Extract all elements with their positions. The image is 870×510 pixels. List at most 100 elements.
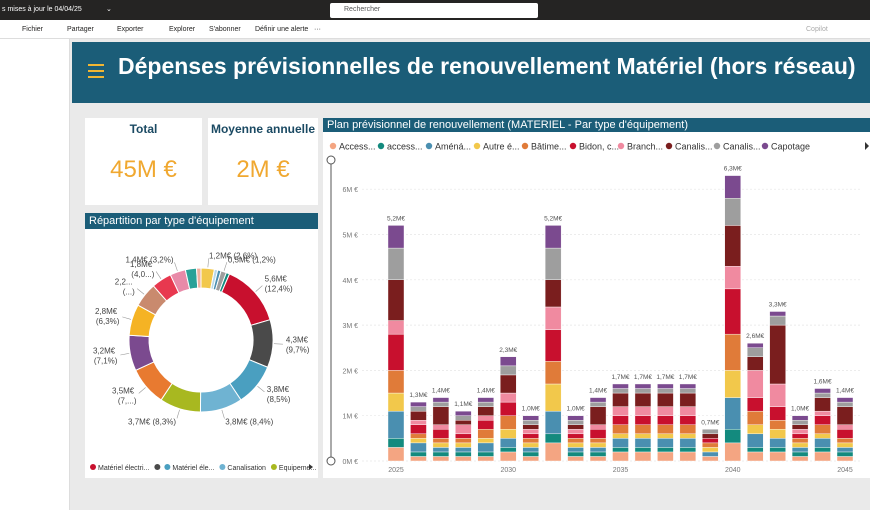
slider-handle [326,155,336,165]
bar-segment [702,451,719,457]
bar-segment [769,447,786,453]
bar-segment [432,442,450,448]
donut-slice [195,267,202,289]
bar-segment [791,429,809,435]
total-label: 2,6M€ [746,333,764,340]
leader-line [122,316,132,320]
legend-label: Bâtime... [531,142,567,152]
slice-label: 1,8M€ (4,0...) [130,260,155,279]
search-box[interactable]: Rechercher [330,3,538,18]
chevron[interactable]: ⌄ [106,6,112,13]
slice-label: 5,6M€ (12,4%) [265,275,293,294]
slice-label: 3,7M€ (8,3%) [128,417,176,426]
bar-segment [724,370,741,398]
bar-segment [612,438,629,448]
bar-segment [836,397,854,403]
bar-segment [567,415,584,421]
refresh-status: s mises à jour le 04/04/25 [2,6,82,13]
bar-segment [387,392,405,412]
legend-dot [219,464,226,470]
bar-segment [634,388,652,394]
bar-segment [455,410,472,416]
leader-line [138,387,146,394]
legend-dot [521,142,529,150]
menu-subscribe[interactable]: S'abonner [209,26,241,33]
bar-segment [432,397,450,403]
bar-segment [544,247,562,280]
bar-segment [836,451,854,457]
bar-segment [500,451,517,462]
menu-explore[interactable]: Explorer [169,26,196,33]
bar-segment [387,225,405,249]
bar-segment [657,415,674,425]
panel-title: Plan prévisionnel de renouvellement (MAT… [323,118,870,132]
bar-segment [410,451,427,457]
bar-segment [724,429,741,444]
bar-segment [814,415,831,425]
slice-label: 2,2... (...) [115,278,135,297]
legend-dot [761,142,769,150]
bar-segment [769,311,786,317]
total-label: 1,4M€ [432,388,450,395]
bar-segment [544,225,562,249]
bar-segment [836,456,854,462]
bar-segment [724,198,741,226]
slice-label: 3,2M€ (7,1%) [93,347,118,366]
kpi-card: Total 45M € [85,118,202,205]
bar-segment [679,388,697,394]
copilot[interactable]: Copilot [806,26,828,33]
leader-line [255,285,263,292]
bar-segment [387,370,405,394]
bar-segment [410,442,427,453]
bar-segment [612,424,629,435]
total-label: 1,0M€ [522,406,540,413]
panel-title: Répartition par type d'équipement [85,213,318,229]
bar-segment [724,265,741,290]
bar-segment [544,329,562,362]
bar-segment [544,306,562,330]
menu-file[interactable]: Fichier [22,26,44,33]
bar-segment [455,433,472,439]
bar-segment [432,451,450,457]
bar-segment [634,415,652,425]
bar-segment [500,374,517,394]
bar-segment [814,392,831,398]
bar-segment [477,442,494,453]
menu-more[interactable]: ··· [314,26,321,33]
bar-segment [500,429,517,439]
total-label: 1,7M€ [634,374,652,381]
bar-segment [836,424,854,430]
legend-label: Capotage [771,142,810,152]
bar-segment [702,438,719,444]
total-label: 0,7M€ [701,419,719,426]
bar-segment [814,397,831,412]
hamburger-icon[interactable] [88,64,104,78]
legend-dot [377,142,385,150]
bar-segment [500,392,517,403]
menu-alert[interactable]: Définir une alerte [255,26,309,33]
bar-segment [747,356,764,371]
bar-segment [814,388,831,394]
bar-segment [410,406,427,412]
bar-segment [589,401,607,407]
bar-segment [522,456,539,462]
y-tick-label: 1M € [342,414,358,421]
bar-segment [634,424,652,435]
legend-scroll [309,464,313,470]
legend-label: Branch... [627,142,663,152]
bar-segment [455,424,472,435]
bar-segment [679,415,697,425]
donut-slice [248,319,274,368]
total-label: 1,3M€ [409,392,427,399]
menu-share[interactable]: Partager [67,26,94,33]
side-pane [0,39,70,510]
bar-segment [522,424,539,430]
bar-segment [432,438,450,444]
bar-segment [769,383,786,407]
bar-segment [477,397,494,403]
total-label: 1,6M€ [814,379,832,386]
slice-label: 3,8M€ (8,4%) [225,417,273,426]
menu-export[interactable]: Exporter [117,26,144,33]
